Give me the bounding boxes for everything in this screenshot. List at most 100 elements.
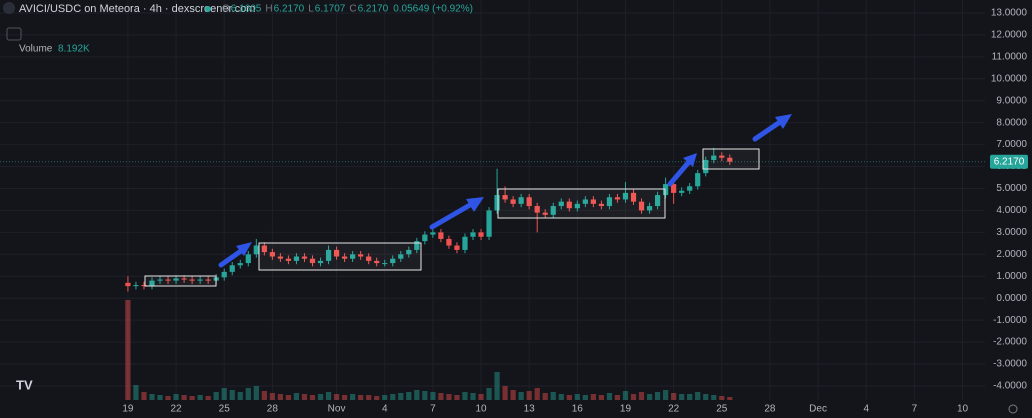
legend-key: O: [222, 4, 230, 15]
candle-body: [711, 155, 717, 160]
legend-key: C: [349, 4, 356, 15]
candle-body: [229, 265, 235, 272]
last-price-label: 6.2170: [994, 156, 1025, 167]
candle-body: [671, 184, 677, 193]
volume-bar: [261, 391, 267, 400]
volume-bar: [703, 394, 709, 400]
volume-bar: [245, 388, 251, 400]
candle-body: [486, 210, 492, 237]
volume-bar: [438, 393, 444, 400]
candle-body: [277, 256, 284, 259]
volume-bar: [574, 394, 580, 400]
volume-bar: [141, 392, 147, 400]
volume-bar: [422, 391, 428, 400]
volume-bar: [205, 396, 211, 400]
volume-bar: [566, 395, 572, 400]
candle-body: [622, 192, 629, 200]
y-tick-label: 13.0000: [991, 8, 1028, 19]
volume-bar: [189, 396, 195, 400]
logo: TV: [16, 377, 33, 392]
volume-bar: [149, 394, 155, 400]
collapse-button[interactable]: [6, 27, 22, 41]
volume-bar: [358, 395, 364, 400]
grid: [0, 0, 985, 400]
candle-body: [470, 232, 476, 237]
x-tick-label: 22: [171, 404, 183, 415]
volume-bar: [333, 394, 340, 400]
ohlc-legend: O 6.1605 H 6.2170 L 6.1707 C 6.2170 0.05649 (+0.…: [222, 4, 473, 15]
candle-body: [526, 197, 532, 207]
candle-body: [510, 199, 516, 204]
x-tick-label: 28: [267, 404, 279, 415]
candle-body: [582, 199, 588, 204]
candle-body: [309, 258, 316, 264]
volume-bar: [325, 392, 332, 400]
candle-body: [550, 206, 556, 215]
volume-bar: [679, 394, 685, 400]
volume-bar: [671, 393, 677, 400]
volume-bar: [502, 386, 508, 400]
candle-body: [654, 195, 661, 207]
volume-bar: [277, 394, 284, 400]
legend-key: L: [308, 4, 314, 15]
volume-bar: [414, 390, 420, 400]
candle-body: [590, 199, 596, 204]
candle-body: [518, 197, 524, 204]
volume-bar: [253, 386, 259, 400]
legend-value: 6.2170: [274, 4, 305, 15]
volume-bar: [662, 390, 669, 400]
volume-bar: [285, 395, 292, 400]
volume-bar: [366, 395, 372, 400]
volume-bar: [390, 394, 396, 400]
volume-bar: [269, 393, 275, 400]
legend-value: 0.05649 (+0.92%): [393, 4, 473, 15]
volume-bar: [711, 395, 717, 400]
y-tick-label: -3.0000: [993, 359, 1027, 370]
y-tick-label: 9.0000: [996, 95, 1027, 106]
x-tick-label: Nov: [328, 404, 346, 415]
volume-bar: [695, 392, 701, 400]
candle-body: [181, 278, 187, 280]
settings-button[interactable]: [1008, 404, 1018, 414]
volume-bar: [350, 394, 356, 400]
y-tick-label: 10.0000: [991, 73, 1028, 84]
legend-value: 6.1707: [315, 4, 346, 15]
candle-body: [333, 249, 340, 257]
candle-body: [478, 232, 484, 237]
volume-bar: [622, 391, 629, 400]
x-tick-label: 13: [524, 404, 536, 415]
candle-body: [149, 280, 155, 287]
candle-body: [398, 254, 404, 259]
y-tick-label: -2.0000: [993, 337, 1027, 348]
candle-body: [542, 212, 548, 215]
candle-body: [358, 254, 364, 257]
arrow-head: [236, 242, 252, 256]
candle-body: [285, 258, 292, 261]
candle-body: [173, 278, 179, 281]
candle-body: [197, 279, 203, 281]
x-tick-label: 16: [572, 404, 584, 415]
x-tick-label: 25: [219, 404, 231, 415]
x-tick-label: 25: [716, 404, 728, 415]
arrow-head: [466, 197, 484, 212]
volume-bar: [606, 393, 613, 400]
volume-bar: [486, 388, 492, 400]
volume-bar: [462, 392, 468, 400]
x-tick-label: 4: [863, 404, 869, 415]
volume-value: 8.192K: [58, 44, 90, 55]
volume-bar: [454, 395, 460, 400]
candle-body: [390, 258, 396, 264]
candle-body: [165, 279, 171, 281]
candle-body: [317, 260, 324, 264]
arrow: [667, 160, 691, 187]
legend-value: 6.1605: [231, 4, 262, 15]
volume-bar: [687, 394, 693, 400]
x-tick-label: 22: [668, 404, 680, 415]
candle-body: [341, 256, 348, 259]
volume-bar: [157, 395, 163, 400]
volume-bar: [558, 394, 564, 400]
legend-key: H: [265, 4, 272, 15]
candle-body: [350, 254, 356, 259]
candle-body: [630, 192, 637, 202]
volume-bar: [382, 395, 388, 400]
